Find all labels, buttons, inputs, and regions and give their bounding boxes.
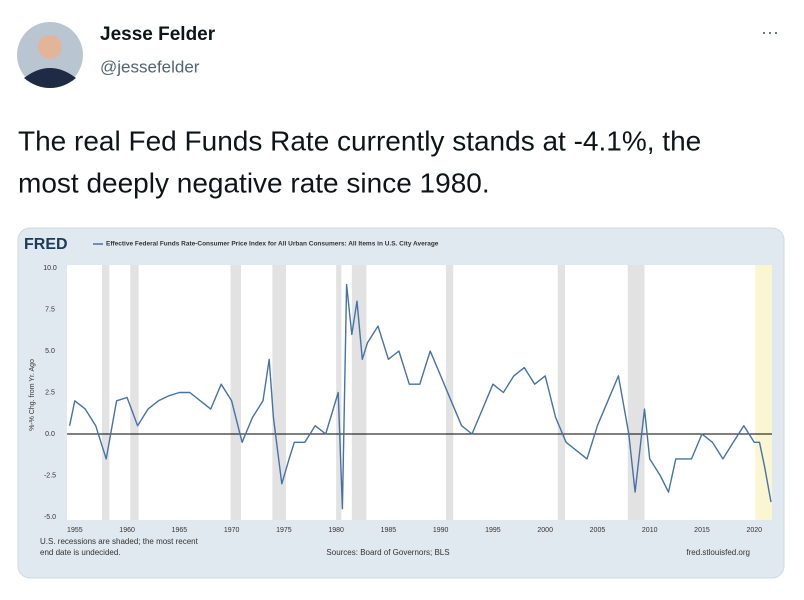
avatar-face (38, 35, 62, 59)
y-tick-label: 10.0 (43, 265, 57, 272)
x-tick-label: 2020 (746, 527, 762, 534)
x-tick-label: 1980 (328, 527, 344, 534)
recession-band (755, 265, 772, 520)
plot: 10.0 7.5 5.0 2.5 0.0 -2.5 -5.0 1955 1960 1965 1970… (43, 265, 772, 534)
x-tick-label: 2010 (642, 527, 658, 534)
recession-band (445, 265, 454, 520)
legend-label: Effective Federal Funds Rate-Consumer Pr… (106, 241, 439, 248)
x-tick-label: 2015 (694, 527, 710, 534)
plot-area (67, 265, 772, 520)
avatar-body (24, 68, 76, 88)
y-tick-label: 2.5 (45, 389, 55, 396)
y-tick-label: 5.0 (45, 348, 55, 355)
x-tick-label: 1965 (172, 527, 188, 534)
sources: Sources: Board of Governors; BLS (326, 548, 449, 557)
recession-band (102, 265, 110, 520)
recession-band (230, 265, 242, 520)
recession-band (557, 265, 566, 520)
more-menu[interactable]: ··· (761, 22, 779, 42)
x-tick-label: 2005 (590, 527, 606, 534)
y-tick-label: 0.0 (45, 431, 55, 438)
tweet-text: The real Fed Funds Rate currently stands… (18, 125, 701, 156)
x-tick-label: 1990 (433, 527, 449, 534)
x-tick-label: 2000 (537, 527, 553, 534)
tweet-text: most deeply negative rate since 1980. (18, 167, 490, 198)
x-tick-label: 1975 (276, 527, 292, 534)
y-tick-label: -5.0 (44, 514, 56, 521)
avatar[interactable] (17, 22, 83, 88)
recession-band (627, 265, 645, 520)
recession-band (351, 265, 367, 520)
footnote: end date is undecided. (40, 548, 121, 557)
x-tick-label: 1955 (67, 527, 83, 534)
fred-logo: FRED (24, 236, 68, 253)
author-name[interactable]: Jesse Felder (100, 24, 216, 45)
author-handle[interactable]: @jessefelder (100, 57, 200, 76)
x-tick-label: 1970 (224, 527, 240, 534)
data-line (68, 283, 772, 510)
x-tick-label: 1995 (485, 527, 501, 534)
y-tick-label: 7.5 (45, 306, 55, 313)
recession-band (272, 265, 286, 520)
y-axis-label: %-% Chg. from Yr. Ago (29, 359, 36, 431)
recession-band (130, 265, 139, 520)
x-tick-label: 1985 (381, 527, 397, 534)
footnote: U.S. recessions are shaded; the most rec… (40, 537, 199, 546)
source-url: fred.stlouisfed.org (686, 548, 750, 557)
y-tick-label: -2.5 (44, 472, 56, 479)
x-tick-label: 1960 (119, 527, 135, 534)
